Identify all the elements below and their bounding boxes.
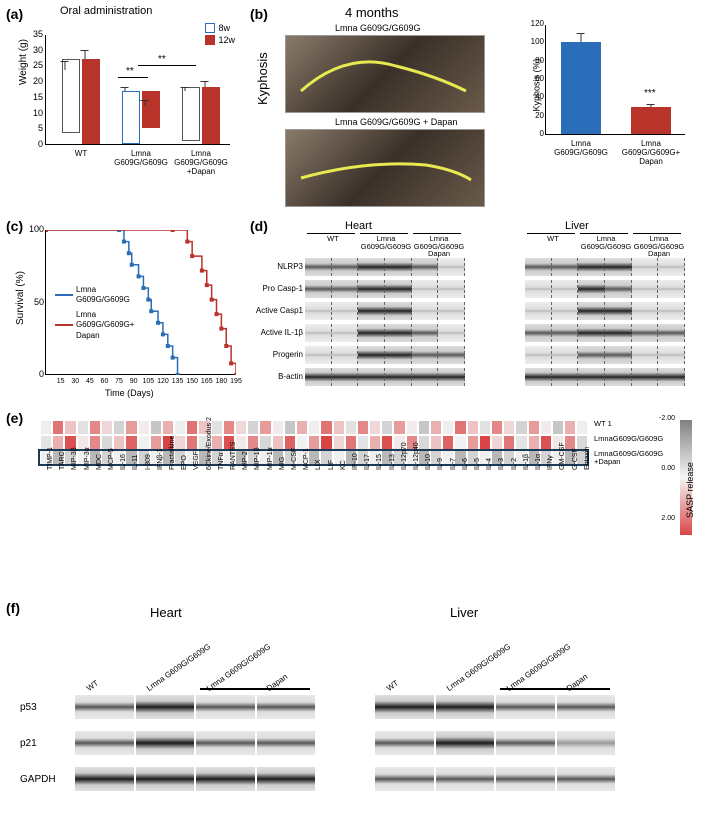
panel-d-western-blot: HeartWTLmnaG609G/G609GLmna G609G/G609GDa… bbox=[255, 220, 695, 400]
panel-a-weight-chart: Oral administration Weight (g) 8w12w 051… bbox=[10, 5, 240, 185]
panel-e-heatmap: SASP release WT 1LmnaG609G/G609GLmnaG609… bbox=[10, 415, 700, 590]
survival-xlabel: Time (Days) bbox=[105, 388, 154, 398]
panel-f-western-blot: HeartWTLmna G609G/G609GLmna G609G/G609GD… bbox=[10, 605, 700, 815]
panel-a-title: Oral administration bbox=[60, 5, 152, 17]
kyphosis-bar-chart: Kyphosis (%) 020406080100120Lmna G609G/G… bbox=[515, 25, 685, 155]
survival-ylabel: Survival (%) bbox=[15, 271, 26, 325]
kyphosis-vertical-label: Kyphosis bbox=[255, 52, 270, 105]
panel-b-title: 4 months bbox=[345, 5, 398, 20]
panel-a-chart-area: 05101520253035WTLmna G609G/G609GLmna G60… bbox=[45, 35, 230, 145]
panel-c-survival: Survival (%) Time (Days) 050100153045607… bbox=[10, 220, 240, 400]
mouse-image-1 bbox=[285, 35, 485, 113]
panel-b-kyphosis: 4 months Kyphosis Lmna G609G/G609G Lmna … bbox=[255, 5, 695, 195]
colorbar-title: SASP release bbox=[685, 462, 695, 518]
mouse-label-1: Lmna G609G/G609G bbox=[335, 23, 421, 33]
kyphosis-chart-area: 020406080100120Lmna G609G/G609GLmna G609… bbox=[545, 25, 685, 135]
mouse-label-2: Lmna G609G/G609G + Dapan bbox=[335, 117, 457, 127]
kyphosis-ylabel: Kyphosis (%) bbox=[532, 58, 542, 111]
mouse-image-2 bbox=[285, 129, 485, 207]
survival-legend: Lmna G609G/G609GLmna G609G/G609G+ Dapan bbox=[55, 285, 134, 345]
